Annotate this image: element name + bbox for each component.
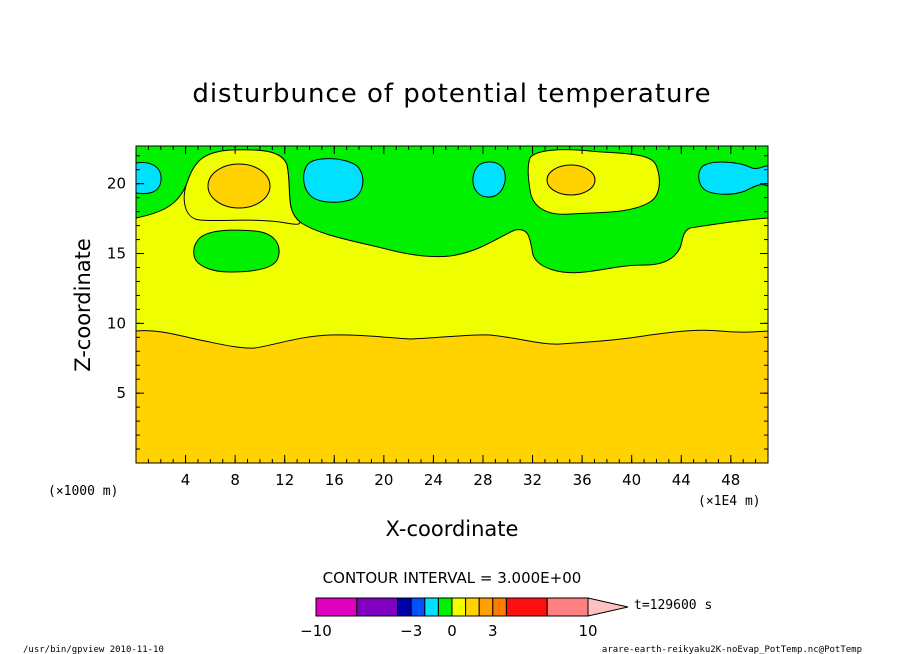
contour-interval-text: CONTOUR INTERVAL = 3.000E+00: [323, 569, 582, 587]
footer-left: /usr/bin/gpview 2010-11-10: [23, 645, 164, 654]
plot-frame: [135, 145, 769, 464]
colorbar-label: 10: [578, 622, 597, 640]
colorbar-bin: [478, 597, 494, 617]
x-unit-left: (×1000 m): [48, 484, 118, 499]
fill-cell-cyan-1: [136, 162, 162, 195]
y-tick-label: 15: [107, 245, 126, 263]
x-tick-label: 28: [473, 471, 492, 489]
fill-cell-cyan-2: [303, 158, 364, 203]
colorbar-bin: [356, 597, 399, 617]
x-tick-label: 8: [230, 471, 240, 489]
colorbar-label: −10: [300, 622, 332, 640]
contour-fills: [136, 146, 768, 463]
time-label: t=129600 s: [634, 598, 712, 613]
x-tick-label: 16: [325, 471, 344, 489]
x-tick-label: 4: [181, 471, 191, 489]
colorbar-label: 0: [447, 622, 457, 640]
x-tick-label: 20: [374, 471, 393, 489]
x-tick-label: 44: [672, 471, 691, 489]
y-tick-label: 20: [107, 175, 126, 193]
footer-right: arare-earth-reikyaku2K-noEvap_PotTemp.nc…: [602, 645, 862, 654]
colorbar-bin: [437, 597, 453, 617]
fill-cell-cyan-3: [472, 161, 506, 198]
x-tick-label: 40: [622, 471, 641, 489]
colorbar-bin: [424, 597, 439, 617]
x-tick-label: 36: [573, 471, 592, 489]
x-unit-right: (×1E4 m): [698, 494, 761, 509]
chart-title: disturbunce of potential temperature: [192, 79, 711, 109]
colorbar: [315, 597, 629, 617]
colorbar-bin: [492, 597, 507, 617]
y-axis-label: Z-coordinate: [71, 238, 95, 372]
colorbar-arrow: [587, 597, 629, 617]
colorbar-bin: [315, 597, 358, 617]
x-axis-label: X-coordinate: [386, 517, 519, 541]
colorbar-label: −3: [400, 622, 422, 640]
y-tick-label: 10: [107, 314, 126, 332]
fill-cell-cyan-4: [698, 161, 768, 195]
colorbar-bin: [451, 597, 467, 617]
y-axis-ticks: 5 10 15 20: [107, 155, 768, 464]
colorbar-bin: [465, 597, 480, 617]
x-tick-label: 12: [275, 471, 294, 489]
x-tick-label: 32: [523, 471, 542, 489]
y-tick-label: 5: [116, 384, 126, 402]
fill-cell-orange-right: [546, 164, 596, 196]
fill-blob-green-mid: [193, 229, 280, 273]
colorbar-bin: [505, 597, 548, 617]
colorbar-bin: [397, 597, 412, 617]
fill-cell-orange-left: [207, 163, 271, 209]
x-tick-label: 24: [424, 471, 443, 489]
colorbar-labels: −10 −3 0 3 10: [300, 622, 597, 640]
colorbar-bin: [410, 597, 426, 617]
x-tick-label: 48: [721, 471, 740, 489]
colorbar-bin: [546, 597, 589, 617]
x-axis-ticks: 4 8 12 16 20 24 28 32 36 40 44 48: [135, 146, 769, 489]
colorbar-label: 3: [488, 622, 498, 640]
